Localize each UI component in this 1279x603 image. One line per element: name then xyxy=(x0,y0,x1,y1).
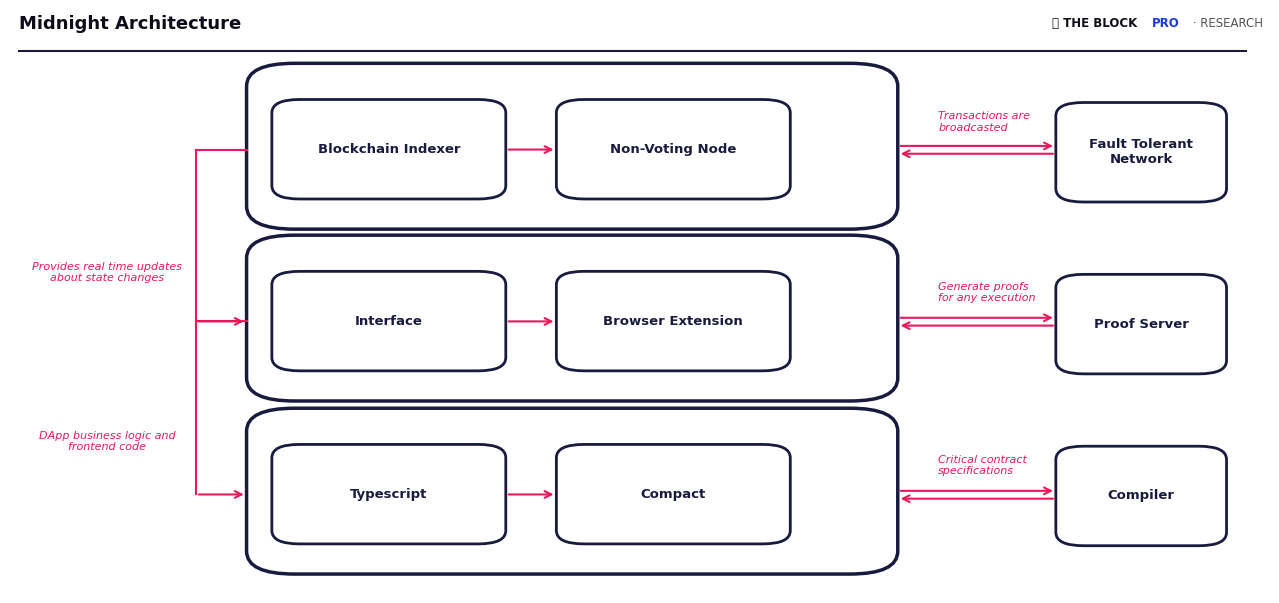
FancyBboxPatch shape xyxy=(556,99,790,199)
Text: Compact: Compact xyxy=(641,488,706,500)
Text: Generate proofs
for any execution: Generate proofs for any execution xyxy=(939,282,1036,303)
Text: Blockchain Indexer: Blockchain Indexer xyxy=(317,143,460,156)
Text: Typescript: Typescript xyxy=(350,488,427,500)
FancyBboxPatch shape xyxy=(247,63,898,229)
FancyBboxPatch shape xyxy=(272,444,505,544)
Text: Fault Tolerant
Network: Fault Tolerant Network xyxy=(1090,138,1193,166)
Text: Proof Server: Proof Server xyxy=(1094,318,1188,330)
Text: Interface: Interface xyxy=(354,315,423,327)
FancyBboxPatch shape xyxy=(556,271,790,371)
Text: PRO: PRO xyxy=(1152,17,1179,30)
FancyBboxPatch shape xyxy=(247,235,898,401)
Text: Provides real time updates
about state changes: Provides real time updates about state c… xyxy=(32,262,183,283)
FancyBboxPatch shape xyxy=(247,408,898,574)
FancyBboxPatch shape xyxy=(272,271,505,371)
FancyBboxPatch shape xyxy=(1056,274,1227,374)
Text: Ⓕ THE BLOCK: Ⓕ THE BLOCK xyxy=(1053,17,1141,30)
Text: Non-Voting Node: Non-Voting Node xyxy=(610,143,737,156)
Text: DApp business logic and
frontend code: DApp business logic and frontend code xyxy=(40,431,175,452)
Text: Compiler: Compiler xyxy=(1108,490,1174,502)
FancyBboxPatch shape xyxy=(1056,446,1227,546)
Text: Transactions are
broadcasted: Transactions are broadcasted xyxy=(939,111,1031,133)
Text: Critical contract
specifications: Critical contract specifications xyxy=(939,455,1027,476)
FancyBboxPatch shape xyxy=(556,444,790,544)
FancyBboxPatch shape xyxy=(1056,103,1227,202)
Text: Browser Extension: Browser Extension xyxy=(604,315,743,327)
Text: Midnight Architecture: Midnight Architecture xyxy=(19,15,242,33)
Text: · RESEARCH: · RESEARCH xyxy=(1188,17,1262,30)
FancyBboxPatch shape xyxy=(272,99,505,199)
